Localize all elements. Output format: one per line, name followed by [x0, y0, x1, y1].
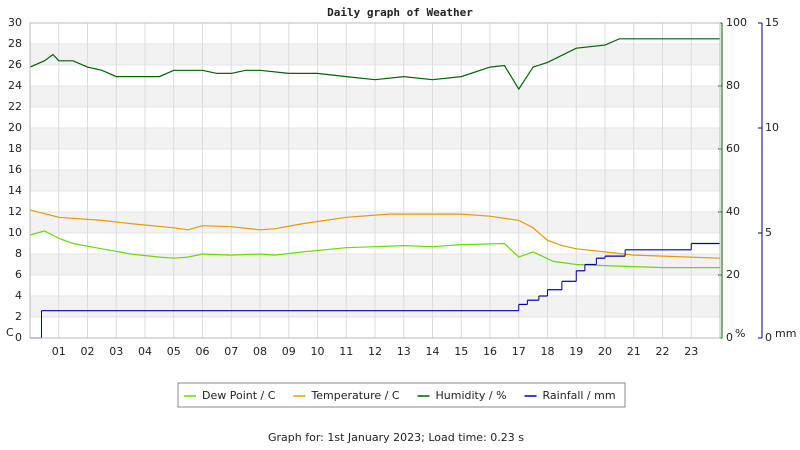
series-line: [29, 38, 720, 91]
y2-tick-label: 40: [726, 205, 740, 218]
x-tick-label: 20: [598, 345, 612, 358]
x-tick-label: 02: [81, 345, 95, 358]
y2-tick-label: 20: [726, 268, 740, 281]
y-tick-label: 16: [8, 163, 22, 176]
x-tick-label: 11: [339, 345, 353, 358]
y3-tick-label: 10: [765, 121, 779, 134]
y-tick-label: 8: [15, 247, 22, 260]
plot-lines: [29, 38, 721, 339]
y3-axis-label: mm: [775, 327, 796, 340]
y2-tick-label: 100: [726, 16, 747, 29]
y-axis-label: C: [6, 326, 14, 339]
x-tick-label: 18: [541, 345, 555, 358]
chart-title: Daily graph of Weather: [327, 6, 473, 19]
y-tick-label: 26: [8, 58, 22, 71]
x-tick-label: 15: [454, 345, 468, 358]
y3-tick-label: 15: [765, 16, 779, 29]
y-tick-label: 30: [8, 16, 22, 29]
y-tick-label: 22: [8, 100, 22, 113]
y-tick-label: 12: [8, 205, 22, 218]
y-tick-label: 18: [8, 142, 22, 155]
footer: Graph for: 1st January 2023; Load time: …: [268, 431, 524, 444]
x-tick-label: 07: [224, 345, 238, 358]
x-tick-label: 08: [253, 345, 267, 358]
y3-tick-label: 5: [765, 226, 772, 239]
x-tick-label: 17: [512, 345, 526, 358]
x-tick-label: 09: [282, 345, 296, 358]
x-tick-label: 23: [684, 345, 698, 358]
legend-label: Rainfall / mm: [543, 389, 616, 402]
legend-box: [177, 382, 626, 408]
legend-label: Dew Point / C: [202, 389, 276, 402]
plot-frame: [29, 22, 721, 339]
x-tick-label: 22: [656, 345, 670, 358]
y-tick-label: 28: [8, 37, 22, 50]
x-tick-label: 01: [52, 345, 66, 358]
x-tick-label: 13: [397, 345, 411, 358]
x-tick-label: 04: [138, 345, 152, 358]
legend-label: Humidity / %: [436, 389, 507, 402]
plot-background: [30, 22, 720, 339]
x-tick-label: 14: [426, 345, 440, 358]
y2-tick-label: 0: [726, 331, 733, 344]
y2-tick-label: 60: [726, 142, 740, 155]
series-line: [29, 209, 721, 259]
x-tick-label: 03: [109, 345, 123, 358]
x-tick-label: 19: [569, 345, 583, 358]
x-tick-label: 10: [311, 345, 325, 358]
x-tick-label: 06: [196, 345, 210, 358]
y-tick-label: 6: [15, 268, 22, 281]
x-tick-label: 05: [167, 345, 181, 358]
y2-axis-label: %: [735, 327, 745, 340]
legend-label: Temperature / C: [310, 389, 399, 402]
y-tick-label: 14: [8, 184, 22, 197]
y-tick-label: 4: [15, 289, 22, 302]
x-tick-label: 12: [368, 345, 382, 358]
series-line: [29, 230, 720, 269]
y-tick-label: 10: [8, 226, 22, 239]
y-tick-label: 20: [8, 121, 22, 134]
x-tick-label: 16: [483, 345, 497, 358]
y-tick-label: 0: [15, 331, 22, 344]
y-tick-label: 24: [8, 79, 22, 92]
y-tick-label: 2: [15, 310, 22, 323]
x-tick-label: 21: [627, 345, 641, 358]
y3-tick-label: 0: [765, 331, 772, 344]
y2-tick-label: 80: [726, 79, 740, 92]
